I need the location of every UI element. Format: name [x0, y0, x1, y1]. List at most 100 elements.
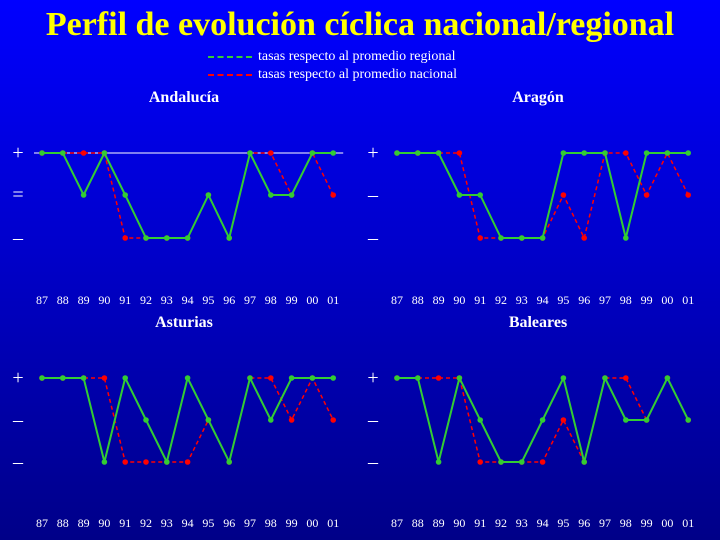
point-regional: [664, 150, 671, 156]
x-tick-label: 92: [140, 293, 152, 307]
point-regional: [164, 235, 170, 241]
x-tick-label: 97: [599, 516, 611, 530]
x-tick-label: 98: [620, 293, 632, 307]
point-nacional: [122, 459, 128, 465]
point-regional: [498, 235, 504, 241]
x-tick-label: 97: [244, 516, 256, 530]
point-regional: [664, 375, 671, 381]
x-tick-label: 99: [641, 516, 653, 530]
legend-label-nacional: tasas respecto al promedio nacional: [258, 67, 458, 82]
point-regional: [205, 417, 212, 423]
y-level-label: +: [12, 367, 23, 389]
x-tick-label: 00: [306, 293, 318, 307]
x-tick-label: 99: [641, 293, 653, 307]
point-nacional: [184, 459, 191, 465]
point-nacional: [288, 417, 295, 423]
point-regional: [685, 417, 691, 423]
x-tick-label: 98: [620, 516, 632, 530]
point-regional: [309, 375, 316, 381]
point-nacional: [477, 459, 484, 465]
x-tick-label: 93: [516, 293, 528, 307]
point-nacional: [101, 375, 108, 381]
point-nacional: [330, 192, 337, 198]
point-regional: [184, 235, 191, 241]
x-tick-label: 00: [661, 516, 673, 530]
point-regional: [560, 150, 567, 156]
point-regional: [101, 459, 108, 465]
x-tick-label: 93: [161, 293, 173, 307]
point-regional: [602, 375, 608, 381]
point-regional: [268, 417, 274, 423]
point-nacional: [685, 192, 691, 198]
point-regional: [80, 192, 87, 198]
point-regional: [435, 150, 442, 156]
point-regional: [602, 150, 608, 156]
point-regional: [581, 150, 587, 156]
x-tick-label: 91: [119, 293, 131, 307]
panel-title: Asturias: [155, 314, 213, 331]
point-nacional: [581, 235, 587, 241]
panel-title: Baleares: [509, 314, 567, 331]
point-regional: [164, 459, 170, 465]
legend: tasas respecto al promedio regional tasa…: [208, 48, 457, 84]
x-tick-label: 87: [36, 293, 48, 307]
x-tick-label: 91: [474, 516, 486, 530]
x-tick-label: 97: [244, 293, 256, 307]
x-tick-label: 89: [78, 516, 90, 530]
x-tick-label: 89: [433, 516, 445, 530]
point-regional: [415, 375, 421, 381]
x-tick-label: 87: [391, 516, 403, 530]
point-regional: [498, 459, 504, 465]
y-level-label: –: [367, 451, 379, 473]
x-tick-label: 95: [202, 293, 214, 307]
point-regional: [60, 150, 66, 156]
point-regional: [39, 375, 45, 381]
point-regional: [456, 375, 463, 381]
panel-title: Aragón: [512, 89, 564, 106]
point-regional: [288, 192, 295, 198]
legend-item-nacional: tasas respecto al promedio nacional: [208, 66, 457, 84]
x-tick-label: 91: [119, 516, 131, 530]
point-nacional: [456, 150, 463, 156]
point-regional: [247, 375, 253, 381]
y-level-label: –: [12, 451, 24, 473]
point-regional: [288, 375, 295, 381]
point-regional: [519, 459, 525, 465]
legend-item-regional: tasas respecto al promedio regional: [208, 48, 457, 66]
x-tick-label: 99: [286, 293, 298, 307]
point-regional: [415, 150, 421, 156]
x-tick-label: 97: [599, 293, 611, 307]
point-regional: [226, 459, 232, 465]
x-tick-label: 92: [140, 516, 152, 530]
x-tick-label: 90: [453, 293, 465, 307]
x-tick-label: 01: [327, 293, 339, 307]
x-tick-label: 88: [412, 516, 424, 530]
point-nacional: [539, 459, 546, 465]
x-tick-label: 90: [453, 516, 465, 530]
x-tick-label: 89: [433, 293, 445, 307]
y-level-label: =: [12, 184, 23, 206]
point-regional: [435, 459, 442, 465]
point-nacional: [643, 192, 650, 198]
y-level-label: +: [12, 142, 23, 164]
x-tick-label: 92: [495, 516, 507, 530]
point-regional: [623, 235, 629, 241]
x-tick-label: 94: [537, 293, 549, 307]
point-regional: [394, 150, 400, 156]
point-regional: [39, 150, 45, 156]
point-regional: [560, 375, 567, 381]
point-regional: [456, 192, 463, 198]
x-tick-label: 98: [265, 293, 277, 307]
point-regional: [643, 150, 650, 156]
x-tick-label: 99: [286, 516, 298, 530]
point-regional: [268, 192, 274, 198]
y-level-label: +: [367, 367, 378, 389]
point-regional: [685, 150, 691, 156]
point-nacional: [122, 235, 128, 241]
point-nacional: [268, 375, 274, 381]
x-tick-label: 01: [327, 516, 339, 530]
y-level-label: –: [12, 227, 24, 249]
x-tick-label: 95: [557, 293, 569, 307]
x-tick-label: 88: [412, 293, 424, 307]
point-regional: [122, 192, 128, 198]
